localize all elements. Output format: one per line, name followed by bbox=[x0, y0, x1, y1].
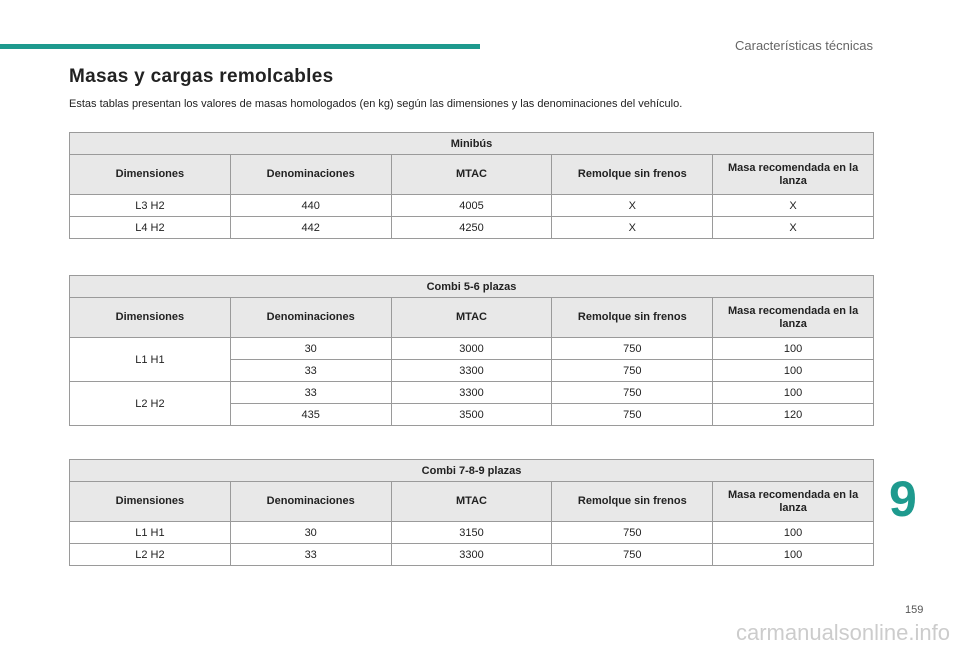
cell: 100 bbox=[712, 381, 874, 404]
cell: 120 bbox=[712, 403, 874, 426]
cell: 750 bbox=[551, 521, 714, 544]
table-title: Combi 5-6 plazas bbox=[69, 275, 874, 298]
cell: 100 bbox=[712, 359, 874, 382]
data-row: L2 H2 33 3300 750 100 bbox=[69, 381, 874, 426]
column-header: MTAC bbox=[390, 154, 553, 195]
title-row: Minibús bbox=[69, 132, 874, 155]
cell: 3150 bbox=[390, 521, 553, 544]
column-header: Denominaciones bbox=[229, 481, 392, 522]
cell: 33 bbox=[229, 359, 392, 382]
cell: 3500 bbox=[390, 403, 553, 426]
cell: 3300 bbox=[390, 543, 553, 566]
cell: 100 bbox=[712, 543, 874, 566]
table-title: Combi 7-8-9 plazas bbox=[69, 459, 874, 482]
table-title: Minibús bbox=[69, 132, 874, 155]
column-header: Remolque sin frenos bbox=[551, 154, 714, 195]
cell: X bbox=[712, 194, 874, 217]
cell: 435 bbox=[229, 403, 392, 426]
cell: 440 bbox=[229, 194, 392, 217]
column-header: Dimensiones bbox=[69, 297, 231, 338]
dimension-cell: L4 H2 bbox=[69, 216, 231, 239]
page-number: 159 bbox=[905, 604, 924, 616]
cell: 750 bbox=[551, 543, 714, 566]
cell: 30 bbox=[229, 521, 392, 544]
cell: 100 bbox=[712, 521, 874, 544]
column-header: Remolque sin frenos bbox=[551, 481, 714, 522]
cell: 3300 bbox=[390, 359, 553, 382]
cell: 750 bbox=[551, 403, 714, 426]
chapter-number: 9 bbox=[889, 471, 917, 527]
column-header: Masa recomendada en la lanza bbox=[712, 154, 874, 195]
title-row: Combi 5-6 plazas bbox=[69, 275, 874, 298]
column-header: Masa recomendada en la lanza bbox=[712, 481, 874, 522]
column-header: Remolque sin frenos bbox=[551, 297, 714, 338]
header-row: Dimensiones Denominaciones MTAC Remolque si… bbox=[69, 481, 874, 522]
cell: 100 bbox=[712, 337, 874, 360]
cell: 3300 bbox=[390, 381, 553, 404]
cell: 750 bbox=[551, 337, 714, 360]
cell: 750 bbox=[551, 359, 714, 382]
cell: X bbox=[551, 216, 714, 239]
column-header: MTAC bbox=[390, 297, 553, 338]
header-row: Dimensiones Denominaciones MTAC Remolque si… bbox=[69, 154, 874, 195]
data-row: L1 H1 30 3150 750 100 bbox=[69, 521, 874, 544]
cell: 442 bbox=[229, 216, 392, 239]
data-table: Minibús Dimensiones Denominaciones MTAC Remo… bbox=[69, 132, 874, 239]
intro: Estas tablas presentan los valores de ma… bbox=[69, 98, 683, 110]
data-row: 435 3500 750 120 bbox=[70, 403, 874, 426]
cell: X bbox=[712, 216, 874, 239]
cell: 4250 bbox=[390, 216, 553, 239]
page-title: Masas y cargas remolcables bbox=[69, 66, 334, 87]
data-row: L4 H2 442 4250 X X bbox=[69, 216, 874, 239]
column-header: Masa recomendada en la lanza bbox=[712, 297, 874, 338]
dimension-cell: L2 H2 bbox=[69, 543, 231, 566]
column-header: Denominaciones bbox=[229, 154, 392, 195]
data-table: Combi 5-6 plazas Dimensiones Denominacione… bbox=[69, 275, 874, 426]
cell: 3000 bbox=[390, 337, 553, 360]
data-row: L2 H2 33 3300 750 100 bbox=[69, 543, 874, 566]
dimension-cell: L1 H1 bbox=[69, 521, 231, 544]
column-header: MTAC bbox=[390, 481, 553, 522]
dimension-cell: L3 H2 bbox=[69, 194, 231, 217]
column-header: Denominaciones bbox=[229, 297, 392, 338]
dimension-cell: L2 H2 bbox=[69, 381, 231, 426]
header-bar bbox=[0, 44, 480, 49]
column-header: Dimensiones bbox=[69, 154, 231, 195]
header-row: Dimensiones Denominaciones MTAC Remolque si… bbox=[69, 297, 874, 338]
dimension-cell: L1 H1 bbox=[69, 337, 231, 382]
cell: 4005 bbox=[390, 194, 553, 217]
cell: 750 bbox=[551, 381, 714, 404]
watermark: carmanualsonline.info bbox=[735, 620, 950, 645]
section-title: Características técnicas bbox=[735, 38, 873, 53]
cell: 30 bbox=[229, 337, 392, 360]
cell: X bbox=[551, 194, 714, 217]
cell: 33 bbox=[229, 381, 392, 404]
title-row: Combi 7-8-9 plazas bbox=[69, 459, 874, 482]
column-header: Dimensiones bbox=[69, 481, 231, 522]
data-row: L3 H2 440 4005 X X bbox=[69, 194, 874, 217]
data-row: L1 H1 30 3000 750 100 bbox=[69, 337, 874, 382]
cell: 33 bbox=[229, 543, 392, 566]
data-table: Combi 7-8-9 plazas Dimensiones Denominacio… bbox=[69, 459, 874, 566]
